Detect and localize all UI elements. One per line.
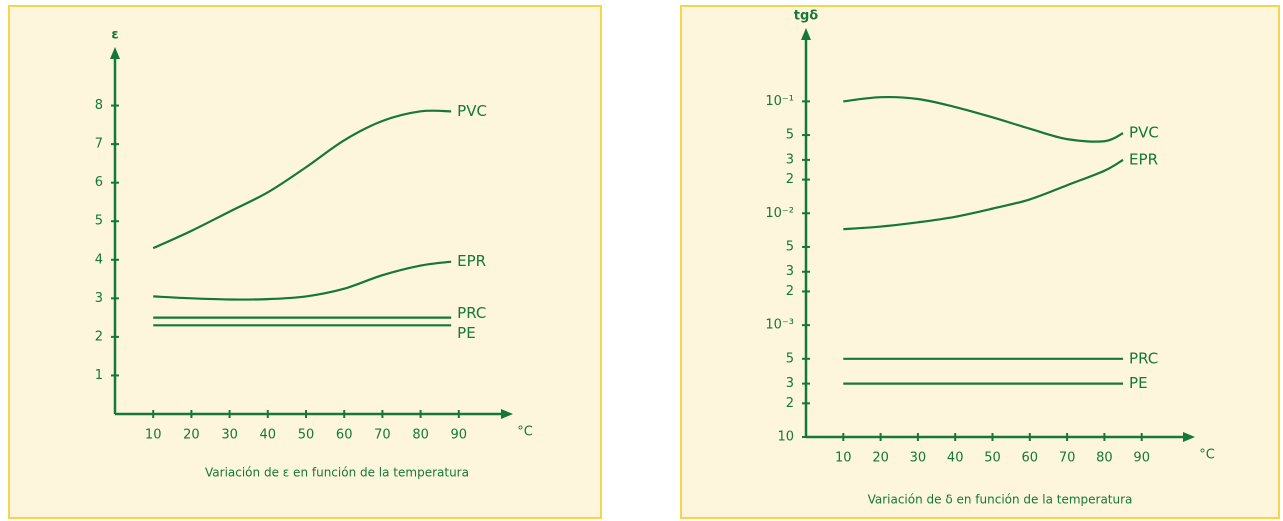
y-tick-label: 10⁻²: [765, 206, 794, 221]
series-line: [843, 95, 1124, 143]
y-tick-label: 1: [95, 368, 103, 383]
x-arrow: [501, 409, 513, 419]
x-tick-label: 80: [412, 428, 429, 443]
x-tick-label: 60: [1022, 451, 1039, 466]
x-axis-label: °C: [517, 425, 533, 440]
y-tick-label: 7: [95, 137, 103, 152]
series-label: EPR: [457, 252, 486, 270]
series-label: PRC: [457, 304, 486, 322]
y-axis-label: tgδ: [794, 9, 819, 24]
y-tick-label: 2: [786, 396, 794, 411]
series-label: PVC: [457, 102, 487, 120]
y-tick-label: 3: [786, 264, 794, 279]
x-tick-label: 70: [1059, 451, 1076, 466]
x-tick-label: 90: [451, 428, 468, 443]
y-tick-label: 8: [95, 98, 103, 113]
y-tick-label: 5: [786, 351, 794, 366]
x-tick-label: 80: [1096, 451, 1113, 466]
panel: [8, 5, 602, 519]
x-tick-label: 40: [947, 451, 964, 466]
x-tick-label: 20: [872, 451, 889, 466]
x-tick-label: 40: [260, 428, 277, 443]
caption: Variación de ε en función de la temperat…: [205, 466, 469, 480]
x-tick-label: 70: [374, 428, 391, 443]
x-tick-label: 10: [835, 451, 852, 466]
y-tick-label: 2: [786, 284, 794, 299]
series-label: PRC: [1129, 349, 1158, 367]
y-tick-label: 3: [786, 152, 794, 167]
y-tick-label: 2: [95, 329, 103, 344]
y-tick-label: 6: [95, 175, 103, 190]
series-label: EPR: [1129, 150, 1158, 168]
y-tick-label: 10: [777, 430, 794, 445]
x-tick-label: 60: [336, 428, 353, 443]
y-tick-label: 4: [95, 252, 103, 267]
y-tick-label: 3: [95, 291, 103, 306]
x-tick-label: 50: [298, 428, 315, 443]
series-label: PE: [457, 324, 476, 342]
series-line: [152, 109, 452, 250]
y-tick-label: 3: [786, 376, 794, 391]
y-arrow: [801, 28, 811, 40]
y-tick-label: 10⁻³: [765, 318, 794, 333]
x-tick-label: 10: [145, 428, 162, 443]
x-tick-label: 30: [910, 451, 927, 466]
y-tick-label: 5: [95, 214, 103, 229]
series-line: [843, 158, 1124, 231]
y-arrow: [110, 47, 120, 59]
series-line: [153, 260, 452, 301]
y-tick-label: 5: [786, 128, 794, 143]
x-arrow: [1183, 432, 1195, 442]
y-tick-label: 2: [786, 172, 794, 187]
series-label: PE: [1129, 374, 1148, 392]
y-tick-label: 5: [786, 239, 794, 254]
panel: [680, 5, 1280, 519]
y-tick-label: 10⁻¹: [765, 94, 794, 109]
y-axis-label: ε: [111, 28, 118, 43]
caption: Variación de δ en función de la temperat…: [868, 493, 1133, 507]
series-label: PVC: [1129, 124, 1159, 142]
x-tick-label: 90: [1133, 451, 1150, 466]
x-tick-label: 50: [984, 451, 1001, 466]
x-axis-label: °C: [1199, 448, 1215, 463]
x-tick-label: 30: [221, 428, 238, 443]
x-tick-label: 20: [183, 428, 200, 443]
